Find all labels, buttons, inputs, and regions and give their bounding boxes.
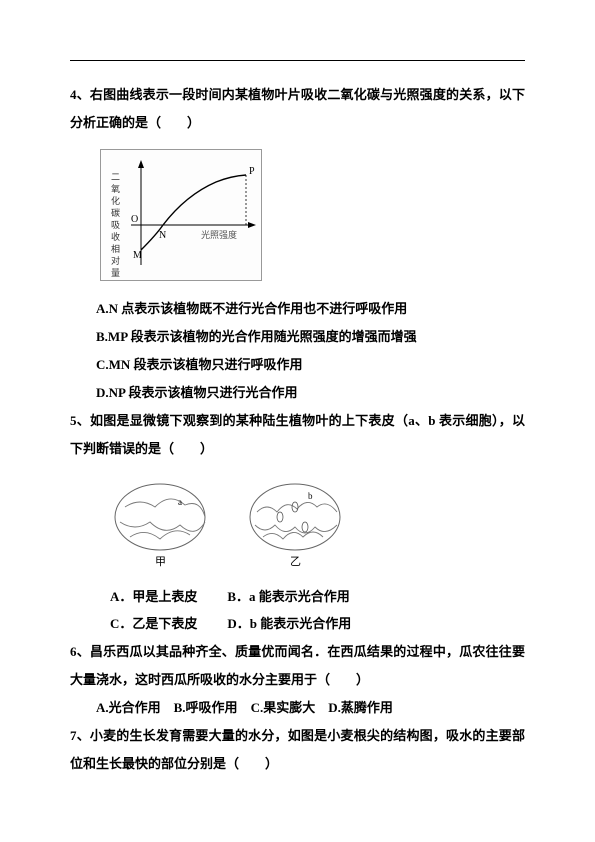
q5-stem: 5、如图是显微镜下观察到的某种陆生植物叶的上下表皮（a、b 表示细胞），以下判断… — [70, 407, 525, 463]
q4-opt-c: C.MN 段表示该植物只进行呼吸作用 — [70, 351, 525, 379]
leaf-left-label: 甲 — [155, 556, 166, 567]
q6-opts: A.光合作用 B.呼吸作用 C.果实膨大 D.蒸腾作用 — [70, 694, 525, 722]
q5-figure-pair: a 甲 b 乙 — [110, 477, 525, 567]
ylabel-char: 对 — [111, 255, 120, 266]
ylabel-char: 相 — [111, 243, 120, 254]
q6-stem: 6、昌乐西瓜以其品种齐全、质量优而闻名．在西瓜结果的过程中，瓜农往往要大量浇水，… — [70, 638, 525, 694]
q6-opt-a: A.光合作用 — [96, 700, 161, 715]
point-m: M — [133, 250, 142, 261]
point-o: O — [131, 214, 138, 225]
q5-opts-row1: A．甲是上表皮 B．a 能表示光合作用 — [70, 583, 525, 611]
q5-opt-a: A．甲是上表皮 — [110, 583, 197, 611]
leaf-right-label: 乙 — [290, 555, 301, 567]
leaf-outline — [115, 484, 205, 550]
cell-a-label: a — [178, 497, 182, 507]
q6-opt-c: C.果实膨大 — [251, 700, 316, 715]
xlabel: 光照强度 — [201, 229, 237, 240]
ylabel-char: 碳 — [111, 207, 120, 218]
q5-opt-c: C．乙是下表皮 — [110, 610, 197, 638]
q4-opt-d: D.NP 段表示该植物只进行光合作用 — [70, 379, 525, 407]
q5-opt-b: B．a 能表示光合作用 — [227, 583, 349, 611]
ylabel-char: 量 — [111, 268, 120, 278]
q4-chart-wrap: 二 氧 化 碳 吸 收 相 对 量 M N — [70, 149, 525, 281]
top-rule — [70, 60, 525, 61]
point-p: P — [249, 166, 255, 177]
q5-figure-wrap: a 甲 b 乙 — [70, 477, 525, 567]
leaf-right: b 乙 — [245, 477, 350, 567]
point-n: N — [159, 230, 166, 241]
q7-stem: 7、小麦的生长发育需要大量的水分，如图是小麦根尖的结构图，吸水的主要部位和生长最… — [70, 722, 525, 778]
q6-opt-d: D.蒸腾作用 — [328, 700, 393, 715]
q4-opt-b: B.MP 段表示该植物的光合作用随光照强度的增强而增强 — [70, 323, 525, 351]
ylabel-char: 收 — [111, 231, 120, 242]
y-arrow — [138, 160, 144, 168]
ylabel-char: 二 — [111, 172, 120, 182]
q5-opt-d: D．b 能表示光合作用 — [227, 610, 351, 638]
page-root: 4、右图曲线表示一段时间内某植物叶片吸收二氧化碳与光照强度的关系，以下分析正确的… — [0, 0, 595, 818]
q6-opt-b: B.呼吸作用 — [174, 700, 238, 715]
q4-chart-svg: 二 氧 化 碳 吸 收 相 对 量 M N — [101, 150, 261, 280]
x-arrow — [248, 222, 256, 228]
cell-b-label: b — [308, 491, 313, 501]
leaf-left: a 甲 — [110, 477, 215, 567]
ylabel-char: 吸 — [111, 220, 120, 230]
q4-opt-a: A.N 点表示该植物既不进行光合作用也不进行呼吸作用 — [70, 295, 525, 323]
leaf-outline — [250, 484, 340, 550]
q4-chart: 二 氧 化 碳 吸 收 相 对 量 M N — [100, 149, 262, 281]
q5-opts-row2: C．乙是下表皮 D．b 能表示光合作用 — [70, 610, 525, 638]
q4-stem: 4、右图曲线表示一段时间内某植物叶片吸收二氧化碳与光照强度的关系，以下分析正确的… — [70, 81, 525, 137]
ylabel-char: 化 — [111, 195, 120, 206]
ylabel-char: 氧 — [111, 183, 120, 194]
